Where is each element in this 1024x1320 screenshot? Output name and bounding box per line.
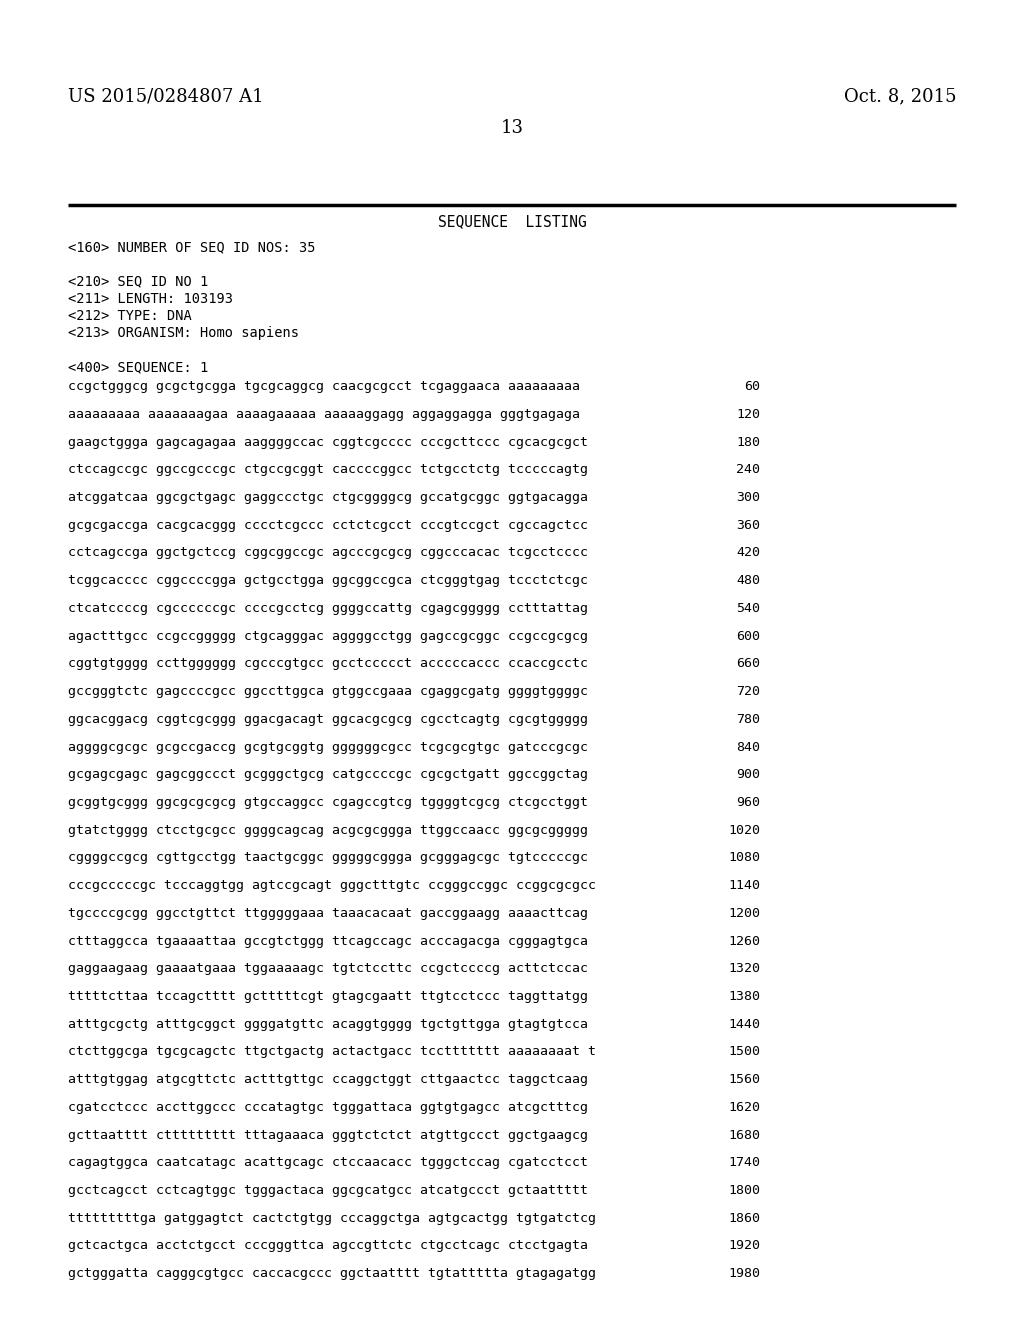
Text: ccgctgggcg gcgctgcgga tgcgcaggcg caacgcgcct tcgaggaaca aaaaaaaaa: ccgctgggcg gcgctgcgga tgcgcaggcg caacgcg… bbox=[68, 380, 580, 393]
Text: <213> ORGANISM: Homo sapiens: <213> ORGANISM: Homo sapiens bbox=[68, 326, 299, 341]
Text: 1380: 1380 bbox=[728, 990, 760, 1003]
Text: gcctcagcct cctcagtggc tgggactaca ggcgcatgcc atcatgccct gctaattttt: gcctcagcct cctcagtggc tgggactaca ggcgcat… bbox=[68, 1184, 588, 1197]
Text: ctttaggcca tgaaaattaa gccgtctggg ttcagccagc acccagacga cgggagtgca: ctttaggcca tgaaaattaa gccgtctggg ttcagcc… bbox=[68, 935, 588, 948]
Text: 840: 840 bbox=[736, 741, 760, 754]
Text: gctcactgca acctctgcct cccgggttca agccgttctc ctgcctcagc ctcctgagta: gctcactgca acctctgcct cccgggttca agccgtt… bbox=[68, 1239, 588, 1253]
Text: 1140: 1140 bbox=[728, 879, 760, 892]
Text: <210> SEQ ID NO 1: <210> SEQ ID NO 1 bbox=[68, 275, 208, 289]
Text: aaaaaaaaa aaaaaaagaa aaaagaaaaa aaaaaggagg aggaggagga gggtgagaga: aaaaaaaaa aaaaaaagaa aaaagaaaaa aaaaagga… bbox=[68, 408, 580, 421]
Text: 780: 780 bbox=[736, 713, 760, 726]
Text: tgccccgcgg ggcctgttct ttgggggaaa taaacacaat gaccggaagg aaaacttcag: tgccccgcgg ggcctgttct ttgggggaaa taaacac… bbox=[68, 907, 588, 920]
Text: 1080: 1080 bbox=[728, 851, 760, 865]
Text: 720: 720 bbox=[736, 685, 760, 698]
Text: cggggccgcg cgttgcctgg taactgcggc gggggcggga gcgggagcgc tgtcccccgc: cggggccgcg cgttgcctgg taactgcggc gggggcg… bbox=[68, 851, 588, 865]
Text: 300: 300 bbox=[736, 491, 760, 504]
Text: ggcacggacg cggtcgcggg ggacgacagt ggcacgcgcg cgcctcagtg cgcgtggggg: ggcacggacg cggtcgcggg ggacgacagt ggcacgc… bbox=[68, 713, 588, 726]
Text: 13: 13 bbox=[501, 119, 523, 137]
Text: 180: 180 bbox=[736, 436, 760, 449]
Text: 660: 660 bbox=[736, 657, 760, 671]
Text: agactttgcc ccgccggggg ctgcagggac aggggcctgg gagccgcggc ccgccgcgcg: agactttgcc ccgccggggg ctgcagggac aggggcc… bbox=[68, 630, 588, 643]
Text: 1920: 1920 bbox=[728, 1239, 760, 1253]
Text: 900: 900 bbox=[736, 768, 760, 781]
Text: gcggtgcggg ggcgcgcgcg gtgccaggcc cgagccgtcg tggggtcgcg ctcgcctggt: gcggtgcggg ggcgcgcgcg gtgccaggcc cgagccg… bbox=[68, 796, 588, 809]
Text: cagagtggca caatcatagc acattgcagc ctccaacacc tgggctccag cgatcctcct: cagagtggca caatcatagc acattgcagc ctccaac… bbox=[68, 1156, 588, 1170]
Text: ctccagccgc ggccgcccgc ctgccgcggt caccccggcc tctgcctctg tcccccagtg: ctccagccgc ggccgcccgc ctgccgcggt caccccg… bbox=[68, 463, 588, 477]
Text: 60: 60 bbox=[744, 380, 760, 393]
Text: 1320: 1320 bbox=[728, 962, 760, 975]
Text: cccgcccccgc tcccaggtgg agtccgcagt gggctttgtc ccgggccggc ccggcgcgcc: cccgcccccgc tcccaggtgg agtccgcagt gggctt… bbox=[68, 879, 596, 892]
Text: 1680: 1680 bbox=[728, 1129, 760, 1142]
Text: 1200: 1200 bbox=[728, 907, 760, 920]
Text: 420: 420 bbox=[736, 546, 760, 560]
Text: tttttttttga gatggagtct cactctgtgg cccaggctga agtgcactgg tgtgatctcg: tttttttttga gatggagtct cactctgtgg cccagg… bbox=[68, 1212, 596, 1225]
Text: cgatcctccc accttggccc cccatagtgc tgggattaca ggtgtgagcc atcgctttcg: cgatcctccc accttggccc cccatagtgc tgggatt… bbox=[68, 1101, 588, 1114]
Text: ctcatccccg cgccccccgc ccccgcctcg ggggccattg cgagcggggg cctttattag: ctcatccccg cgccccccgc ccccgcctcg ggggcca… bbox=[68, 602, 588, 615]
Text: aggggcgcgc gcgccgaccg gcgtgcggtg ggggggcgcc tcgcgcgtgc gatcccgcgc: aggggcgcgc gcgccgaccg gcgtgcggtg ggggggc… bbox=[68, 741, 588, 754]
Text: 960: 960 bbox=[736, 796, 760, 809]
Text: SEQUENCE  LISTING: SEQUENCE LISTING bbox=[437, 214, 587, 228]
Text: 1500: 1500 bbox=[728, 1045, 760, 1059]
Text: <211> LENGTH: 103193: <211> LENGTH: 103193 bbox=[68, 292, 233, 306]
Text: gctgggatta cagggcgtgcc caccacgccc ggctaatttt tgtattttta gtagagatgg: gctgggatta cagggcgtgcc caccacgccc ggctaa… bbox=[68, 1267, 596, 1280]
Text: ctcttggcga tgcgcagctc ttgctgactg actactgacc tccttttttt aaaaaaaat t: ctcttggcga tgcgcagctc ttgctgactg actactg… bbox=[68, 1045, 596, 1059]
Text: atttgtggag atgcgttctc actttgttgc ccaggctggt cttgaactcc taggctcaag: atttgtggag atgcgttctc actttgttgc ccaggct… bbox=[68, 1073, 588, 1086]
Text: gaggaagaag gaaaatgaaa tggaaaaagc tgtctccttc ccgctccccg acttctccac: gaggaagaag gaaaatgaaa tggaaaaagc tgtctcc… bbox=[68, 962, 588, 975]
Text: <212> TYPE: DNA: <212> TYPE: DNA bbox=[68, 309, 191, 323]
Text: gccgggtctc gagccccgcc ggccttggca gtggccgaaa cgaggcgatg ggggtggggc: gccgggtctc gagccccgcc ggccttggca gtggccg… bbox=[68, 685, 588, 698]
Text: <400> SEQUENCE: 1: <400> SEQUENCE: 1 bbox=[68, 360, 208, 375]
Text: 1800: 1800 bbox=[728, 1184, 760, 1197]
Text: 1620: 1620 bbox=[728, 1101, 760, 1114]
Text: cggtgtgggg ccttgggggg cgcccgtgcc gcctccccct acccccaccc ccaccgcctc: cggtgtgggg ccttgggggg cgcccgtgcc gcctccc… bbox=[68, 657, 588, 671]
Text: 1260: 1260 bbox=[728, 935, 760, 948]
Text: Oct. 8, 2015: Oct. 8, 2015 bbox=[844, 87, 956, 106]
Text: atcggatcaa ggcgctgagc gaggccctgc ctgcggggcg gccatgcggc ggtgacagga: atcggatcaa ggcgctgagc gaggccctgc ctgcggg… bbox=[68, 491, 588, 504]
Text: 600: 600 bbox=[736, 630, 760, 643]
Text: <160> NUMBER OF SEQ ID NOS: 35: <160> NUMBER OF SEQ ID NOS: 35 bbox=[68, 240, 315, 255]
Text: gaagctggga gagcagagaa aaggggccac cggtcgcccc cccgcttccc cgcacgcgct: gaagctggga gagcagagaa aaggggccac cggtcgc… bbox=[68, 436, 588, 449]
Text: 1740: 1740 bbox=[728, 1156, 760, 1170]
Text: gcgagcgagc gagcggccct gcgggctgcg catgccccgc cgcgctgatt ggccggctag: gcgagcgagc gagcggccct gcgggctgcg catgccc… bbox=[68, 768, 588, 781]
Text: 1440: 1440 bbox=[728, 1018, 760, 1031]
Text: 540: 540 bbox=[736, 602, 760, 615]
Text: tcggcacccc cggccccgga gctgcctgga ggcggccgca ctcgggtgag tccctctcgc: tcggcacccc cggccccgga gctgcctgga ggcggcc… bbox=[68, 574, 588, 587]
Text: 1980: 1980 bbox=[728, 1267, 760, 1280]
Text: cctcagccga ggctgctccg cggcggccgc agcccgcgcg cggcccacac tcgcctcccc: cctcagccga ggctgctccg cggcggccgc agcccgc… bbox=[68, 546, 588, 560]
Text: gtatctgggg ctcctgcgcc ggggcagcag acgcgcggga ttggccaacc ggcgcggggg: gtatctgggg ctcctgcgcc ggggcagcag acgcgcg… bbox=[68, 824, 588, 837]
Text: 1560: 1560 bbox=[728, 1073, 760, 1086]
Text: tttttcttaa tccagctttt gctttttcgt gtagcgaatt ttgtcctccc taggttatgg: tttttcttaa tccagctttt gctttttcgt gtagcga… bbox=[68, 990, 588, 1003]
Text: 480: 480 bbox=[736, 574, 760, 587]
Text: atttgcgctg atttgcggct ggggatgttc acaggtgggg tgctgttgga gtagtgtcca: atttgcgctg atttgcggct ggggatgttc acaggtg… bbox=[68, 1018, 588, 1031]
Text: 120: 120 bbox=[736, 408, 760, 421]
Text: 360: 360 bbox=[736, 519, 760, 532]
Text: gcttaatttt cttttttttt tttagaaaca gggtctctct atgttgccct ggctgaagcg: gcttaatttt cttttttttt tttagaaaca gggtctc… bbox=[68, 1129, 588, 1142]
Text: 240: 240 bbox=[736, 463, 760, 477]
Text: 1020: 1020 bbox=[728, 824, 760, 837]
Text: gcgcgaccga cacgcacggg cccctcgccc cctctcgcct cccgtccgct cgccagctcc: gcgcgaccga cacgcacggg cccctcgccc cctctcg… bbox=[68, 519, 588, 532]
Text: US 2015/0284807 A1: US 2015/0284807 A1 bbox=[68, 87, 263, 106]
Text: 1860: 1860 bbox=[728, 1212, 760, 1225]
